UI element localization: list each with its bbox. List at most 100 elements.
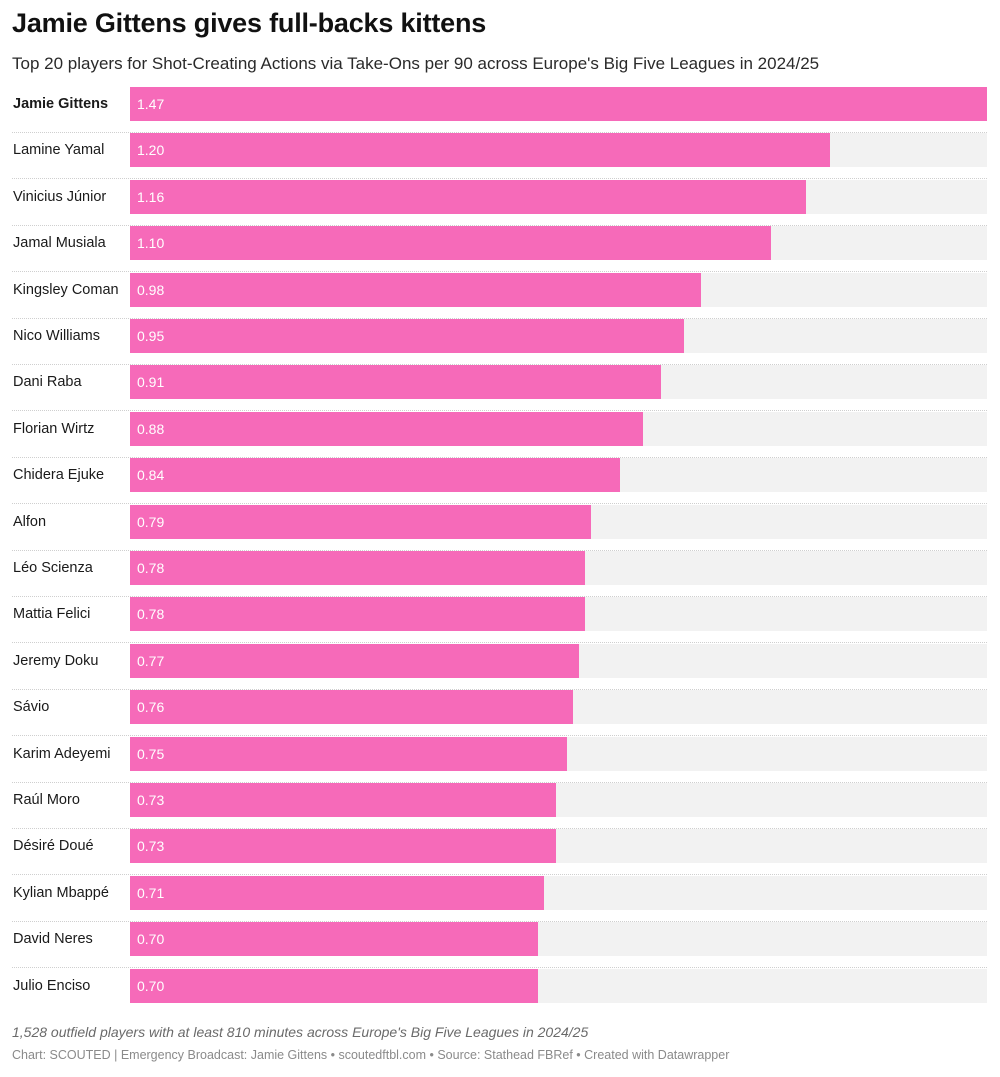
category-label: Léo Scienza [13, 560, 93, 576]
row-divider [12, 224, 987, 226]
category-label: Kylian Mbappé [13, 884, 109, 901]
category-label: Jeremy Doku [13, 652, 99, 669]
category-label: Nico Williams [13, 328, 100, 344]
data-label: 1.47 [137, 96, 165, 112]
category-label: Raúl Moro [13, 792, 80, 808]
row-divider [12, 967, 987, 969]
row-divider [12, 364, 987, 365]
data-label: 0.70 [137, 931, 165, 948]
data-label: 0.75 [137, 745, 165, 762]
bar-row: Jeremy Doku 0.77 [0, 643, 1000, 690]
bar [130, 736, 568, 771]
bar-track: 1.47 [130, 87, 987, 121]
bar [130, 504, 591, 539]
bar-row: Florian Wirtz 0.88 [0, 411, 1000, 458]
bar [130, 968, 539, 1003]
bar [130, 87, 987, 121]
bar [130, 411, 644, 446]
row-divider [12, 735, 987, 737]
row-divider [12, 596, 987, 597]
bar-track: 0.70 [130, 922, 987, 957]
bar-row: Désiré Doué 0.73 [0, 829, 1000, 876]
bar-row: Sávio 0.76 [0, 690, 1000, 737]
bar-row: David Neres 0.70 [0, 922, 1000, 969]
row-divider [12, 317, 987, 319]
category-label: Mattia Felici [13, 606, 91, 623]
bar-row: Mattia Felici 0.78 [0, 597, 1000, 644]
row-divider [12, 920, 987, 922]
row-divider [12, 456, 987, 458]
bar [130, 551, 585, 585]
row-divider [12, 503, 987, 505]
row-divider [12, 178, 987, 180]
row-divider [12, 132, 987, 133]
bar-track: 0.76 [130, 690, 987, 725]
row-divider [12, 781, 987, 783]
bar-track: 1.20 [130, 133, 987, 168]
bar [130, 179, 807, 214]
bar-row: Vinicius Júnior 1.16 [0, 179, 1000, 226]
bar-track: 0.70 [130, 968, 987, 1003]
bar-row: Alfon 0.79 [0, 504, 1000, 551]
data-label: 0.70 [137, 977, 165, 994]
data-label: 1.16 [137, 188, 165, 205]
bar [130, 690, 574, 725]
bar-row: Kingsley Coman 0.98 [0, 272, 1000, 319]
bar-row: Lamine Yamal 1.20 [0, 133, 1000, 180]
category-label: Jamal Musiala [13, 235, 106, 252]
data-label: 0.71 [137, 884, 165, 901]
bar-row: Karim Adeyemi 0.75 [0, 736, 1000, 783]
bar-row: Dani Raba 0.91 [0, 365, 1000, 412]
bar-row: Raúl Moro 0.73 [0, 783, 1000, 829]
data-label: 0.79 [137, 513, 165, 530]
bar-row: Julio Enciso 0.70 [0, 968, 1000, 1015]
category-label: Kingsley Coman [13, 281, 119, 298]
category-label: Lamine Yamal [13, 142, 105, 159]
data-label: 0.73 [137, 838, 165, 855]
bar-track: 0.73 [130, 783, 987, 817]
bar [130, 643, 579, 678]
category-label: Dani Raba [13, 374, 82, 391]
data-label: 1.20 [137, 142, 165, 159]
data-label: 0.88 [137, 420, 165, 437]
bar [130, 875, 544, 910]
bar-row: Jamie Gittens 1.47 [0, 87, 1000, 133]
data-label: 0.84 [137, 467, 165, 484]
bar [130, 783, 556, 817]
category-label: Chidera Ejuke [13, 467, 105, 484]
data-label: 0.77 [137, 652, 165, 669]
bar [130, 597, 585, 632]
chart-subtitle: Top 20 players for Shot-Creating Actions… [12, 54, 820, 73]
bar-track: 1.16 [130, 179, 987, 214]
bar [130, 226, 772, 261]
bar-track: 0.78 [130, 551, 987, 585]
chart-credits: Chart: SCOUTED | Emergency Broadcast: Ja… [12, 1048, 730, 1062]
bar-track: 0.95 [130, 319, 987, 353]
bar [130, 458, 620, 493]
row-divider [12, 828, 987, 829]
data-label: 0.78 [137, 606, 165, 623]
category-label: Julio Enciso [13, 977, 91, 994]
category-label: Florian Wirtz [13, 420, 95, 437]
data-label: 0.73 [137, 792, 165, 808]
bar-track: 0.79 [130, 504, 987, 539]
category-label: Jamie Gittens [13, 96, 109, 112]
row-divider [12, 688, 987, 690]
bar-track: 0.84 [130, 458, 987, 493]
row-divider [12, 271, 987, 273]
bar-row: Nico Williams 0.95 [0, 319, 1000, 365]
bar-track: 0.71 [130, 875, 987, 910]
bar [130, 829, 556, 864]
bar-track: 0.77 [130, 643, 987, 678]
category-label: Désiré Doué [13, 838, 94, 855]
bar-track: 0.88 [130, 411, 987, 446]
data-label: 0.98 [137, 281, 165, 298]
category-label: David Neres [13, 931, 93, 948]
bar-row: Léo Scienza 0.78 [0, 551, 1000, 597]
bar-track: 1.10 [130, 226, 987, 261]
bar-track: 0.78 [130, 597, 987, 632]
bar [130, 319, 684, 353]
bar-track: 0.91 [130, 365, 987, 400]
category-label: Sávio [13, 699, 50, 716]
category-label: Alfon [13, 513, 47, 530]
